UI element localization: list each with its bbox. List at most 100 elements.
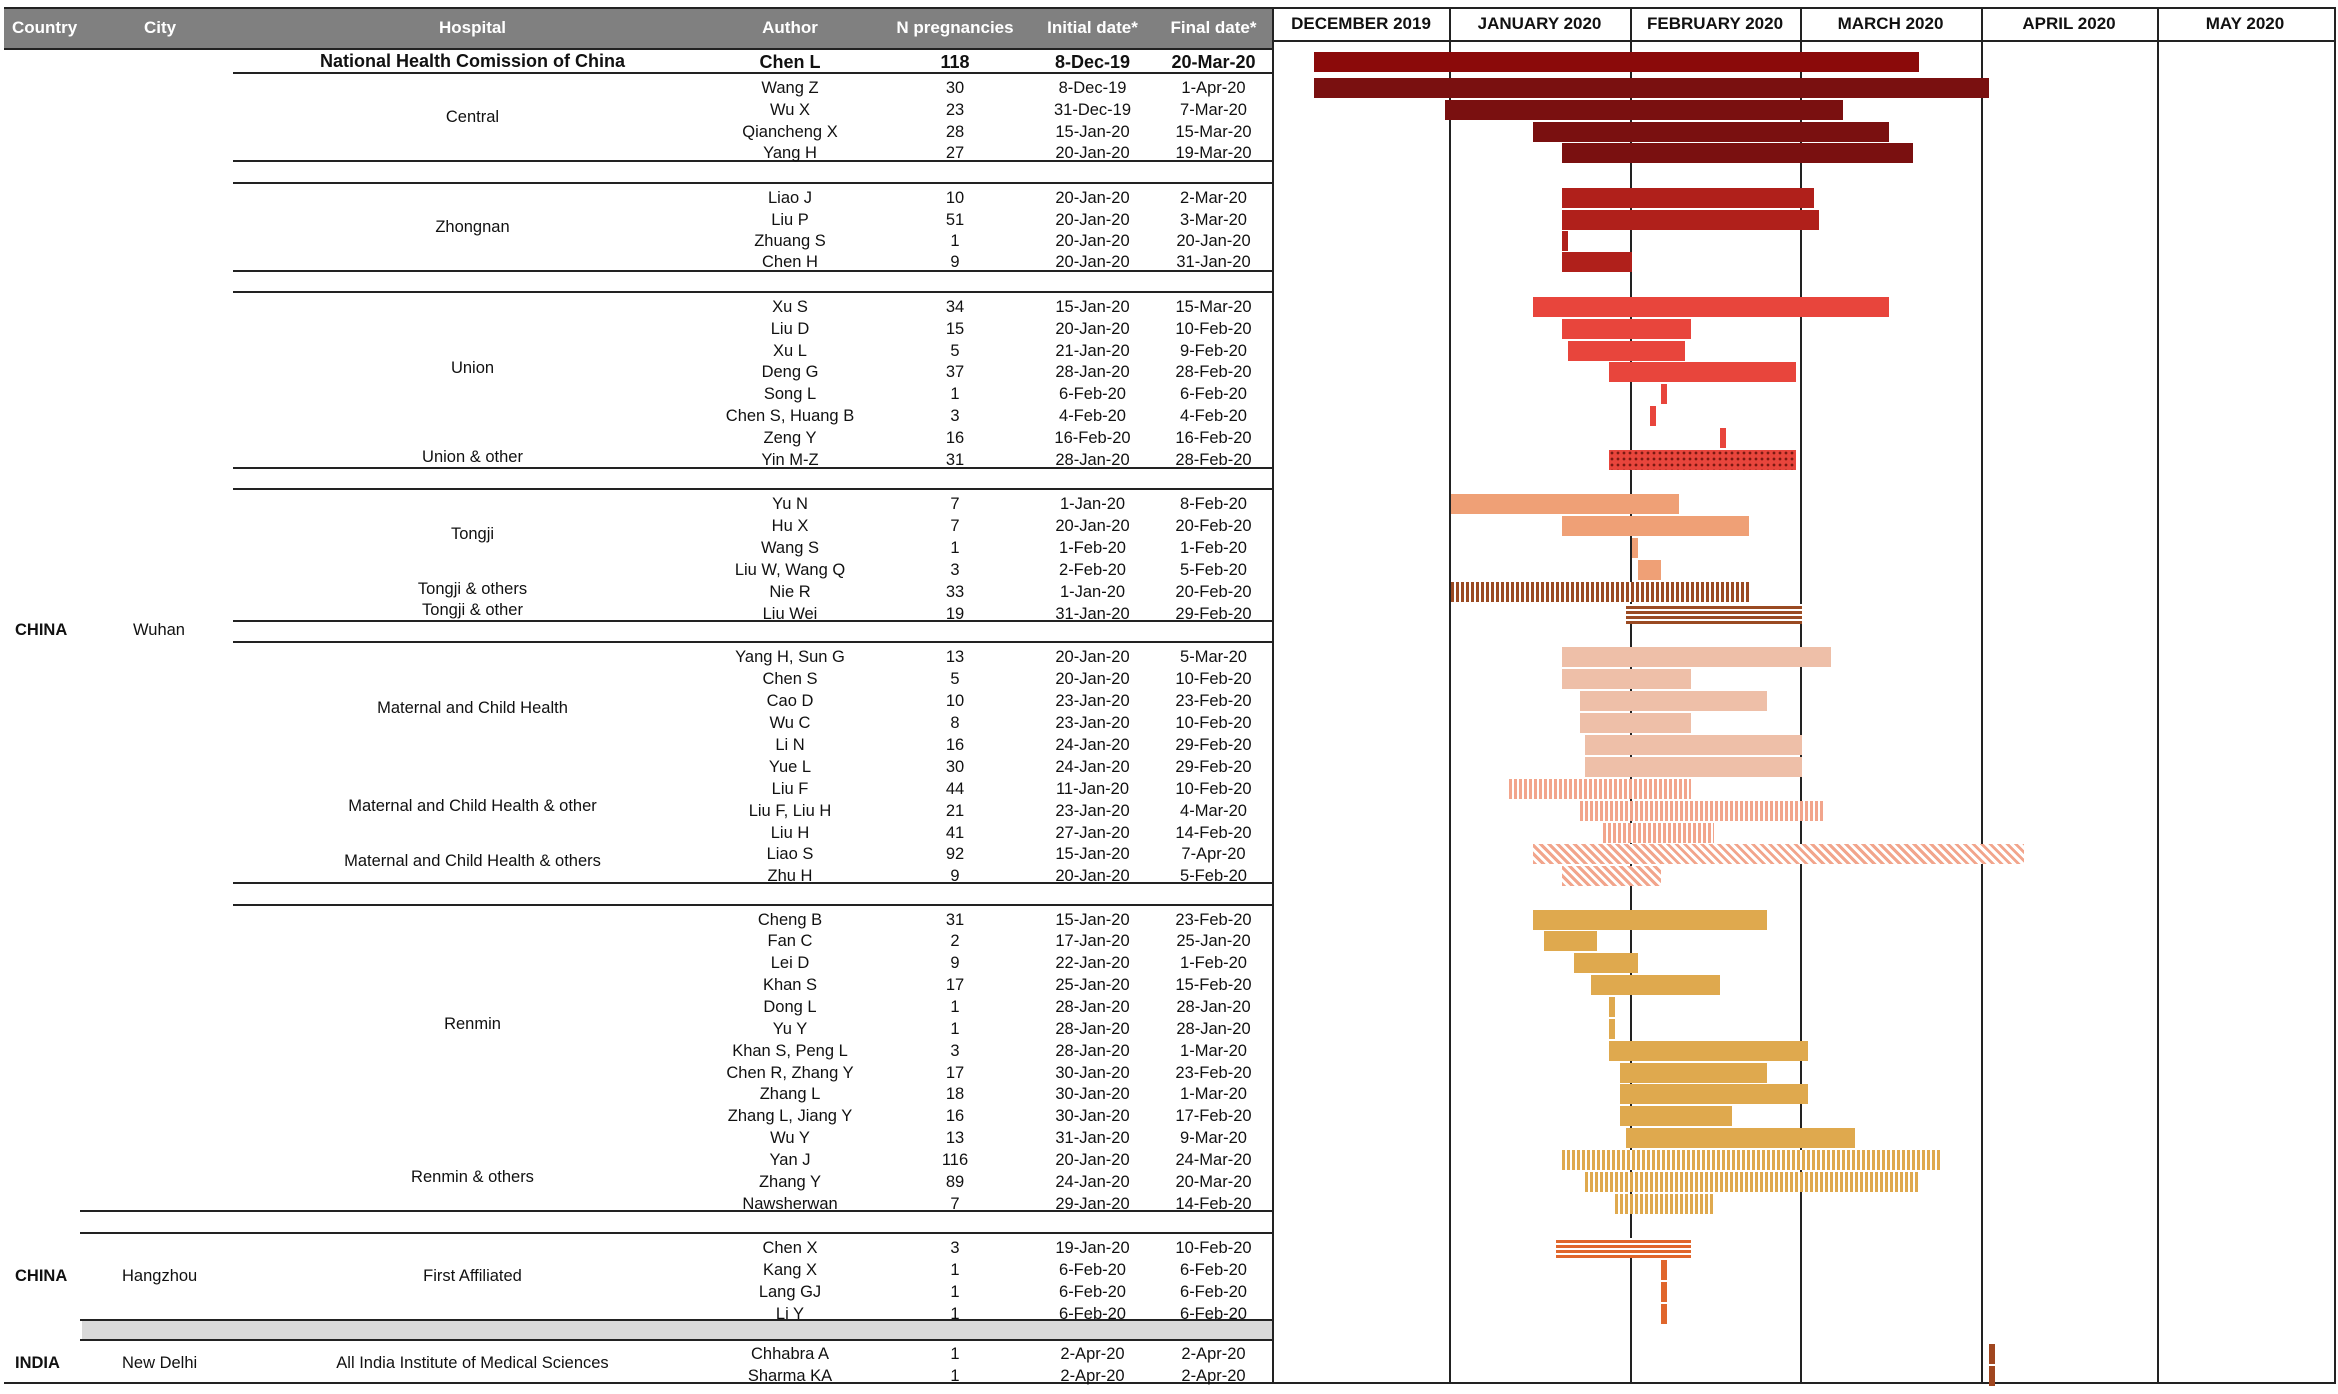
cell-author: Yin M-Z [761,451,819,469]
cell-initial: 28-Jan-20 [1055,451,1130,469]
cell-author: Yu Y [772,1020,808,1038]
month-header-mar: MARCH 2020 [1802,8,1979,40]
table-row: Yan J 116 20-Jan-20 24-Mar-20 [0,1149,1272,1171]
cell-initial: 23-Jan-20 [1055,714,1130,732]
cell-author: Lei D [770,954,810,972]
table-row: Zhang Y 89 24-Jan-20 20-Mar-20 [0,1171,1272,1193]
gantt-bar [1602,823,1715,843]
cell-author: Yue L [768,758,812,776]
cell-n: 1 [950,385,960,403]
gantt-bar [1661,1260,1668,1280]
cell-final: 24-Mar-20 [1175,1151,1252,1169]
cell-author: Liu H [770,824,810,842]
cell-final: 7-Mar-20 [1180,101,1247,119]
gantt-bar [1620,1106,1732,1126]
gantt-bar [1561,516,1750,536]
hospital-label: Union [450,359,495,377]
table-row: Zhang L 18 30-Jan-20 1-Mar-20 [0,1083,1272,1105]
cell-final: 16-Feb-20 [1175,429,1252,447]
cell-author: Nie R [769,583,811,601]
cell-initial: 8-Dec-19 [1058,79,1127,97]
cell-n: 16 [945,429,965,447]
table-row: Chen S 5 20-Jan-20 10-Feb-20 [0,668,1272,690]
cell-initial: 4-Feb-20 [1059,407,1126,425]
section-divider [80,1339,1272,1341]
month-divider [2157,7,2159,1383]
section-divider [233,291,1272,293]
cell-final: 1-Feb-20 [1180,539,1247,557]
cell-n: 1 [950,1283,960,1301]
header-initial-date: Initial date* [1047,18,1138,37]
gantt-bar [1561,1150,1943,1170]
cell-initial: 1-Feb-20 [1059,539,1126,557]
cell-author: Chen S [762,670,818,688]
table-row: Wu C 8 23-Jan-20 10-Feb-20 [0,712,1272,734]
gantt-bar [1561,188,1814,208]
cell-n: 30 [945,79,965,97]
month-header-top-border [1272,7,2336,9]
table-row: Yang H 27 20-Jan-20 19-Mar-20 [0,142,1272,164]
cell-initial: 15-Jan-20 [1055,845,1130,863]
cell-author: Chen X [762,1239,818,1257]
cell-n: 1 [950,1020,960,1038]
cell-final: 2-Apr-20 [1181,1367,1246,1385]
cell-final: 10-Feb-20 [1175,320,1252,338]
cell-final: 25-Jan-20 [1176,932,1251,950]
gantt-bar [1719,428,1726,448]
cell-n: 28 [945,123,965,141]
cell-n: 116 [941,1151,969,1169]
cell-author: Khan S, Peng L [732,1042,848,1060]
cell-n: 9 [950,867,960,885]
cell-author: Sharma KA [747,1367,833,1385]
cell-initial: 21-Jan-20 [1055,342,1130,360]
gantt-bar [1561,647,1832,667]
cell-n: 51 [945,211,965,229]
cell-final: 15-Mar-20 [1175,298,1252,316]
table-row: Sharma KA 1 2-Apr-20 2-Apr-20 [0,1365,1272,1387]
cell-n: 19 [945,605,965,623]
cell-initial: 30-Jan-20 [1055,1085,1130,1103]
gantt-bar [1561,669,1691,689]
cell-n: 34 [945,298,965,316]
table-row: Fan C 2 17-Jan-20 25-Jan-20 [0,930,1272,952]
table-row: Cao D 10 23-Jan-20 23-Feb-20 [0,690,1272,712]
cell-author: Chen H [762,253,818,271]
cell-final: 9-Feb-20 [1180,342,1247,360]
gantt-bar [1988,1366,1995,1386]
cell-n: 30 [945,758,965,776]
month-divider [2334,7,2336,1383]
hospital-label: National Health Comission of China [319,51,626,71]
cell-final: 2-Apr-20 [1181,1345,1246,1363]
cell-initial: 6-Feb-20 [1059,385,1126,403]
india-separator-band [82,1321,1272,1339]
table-row: Nawsherwan 7 29-Jan-20 14-Feb-20 [0,1193,1272,1215]
cell-final: 31-Jan-20 [1176,253,1251,271]
cell-author: Zhang L, Jiang Y [727,1107,853,1125]
cell-initial: 15-Jan-20 [1055,123,1130,141]
table-row: Yu N 7 1-Jan-20 8-Feb-20 [0,493,1272,515]
cell-author: Yang H, Sun G [735,648,845,666]
cell-initial: 20-Jan-20 [1055,144,1130,162]
cell-n: 7 [950,517,960,535]
gantt-bar [1561,252,1632,272]
gantt-bar [1532,844,2024,864]
cell-n: 23 [945,101,965,119]
cell-author: Chen R, Zhang Y [726,1064,854,1082]
cell-author: Hu X [771,517,809,535]
cell-n: 92 [945,845,965,863]
table-row: Liu H 41 27-Jan-20 14-Feb-20 [0,822,1272,844]
cell-initial: 1-Jan-20 [1059,583,1126,601]
table-row: Wang S 1 1-Feb-20 1-Feb-20 [0,537,1272,559]
cell-final: 29-Feb-20 [1175,758,1252,776]
table-row: Lei D 9 22-Jan-20 1-Feb-20 [0,952,1272,974]
cell-initial: 20-Jan-20 [1055,320,1130,338]
cell-final: 20-Mar-20 [1175,1173,1252,1191]
cell-initial: 30-Jan-20 [1055,1064,1130,1082]
table-row: Khan S, Peng L 3 28-Jan-20 1-Mar-20 [0,1040,1272,1062]
table-row: Yu Y 1 28-Jan-20 28-Jan-20 [0,1018,1272,1040]
month-divider [1449,7,1451,1383]
table-row: Liu P 51 20-Jan-20 3-Mar-20 [0,209,1272,231]
country-label: CHINA [15,1267,68,1285]
cell-final: 28-Jan-20 [1176,1020,1251,1038]
gantt-bar [1614,1194,1715,1214]
